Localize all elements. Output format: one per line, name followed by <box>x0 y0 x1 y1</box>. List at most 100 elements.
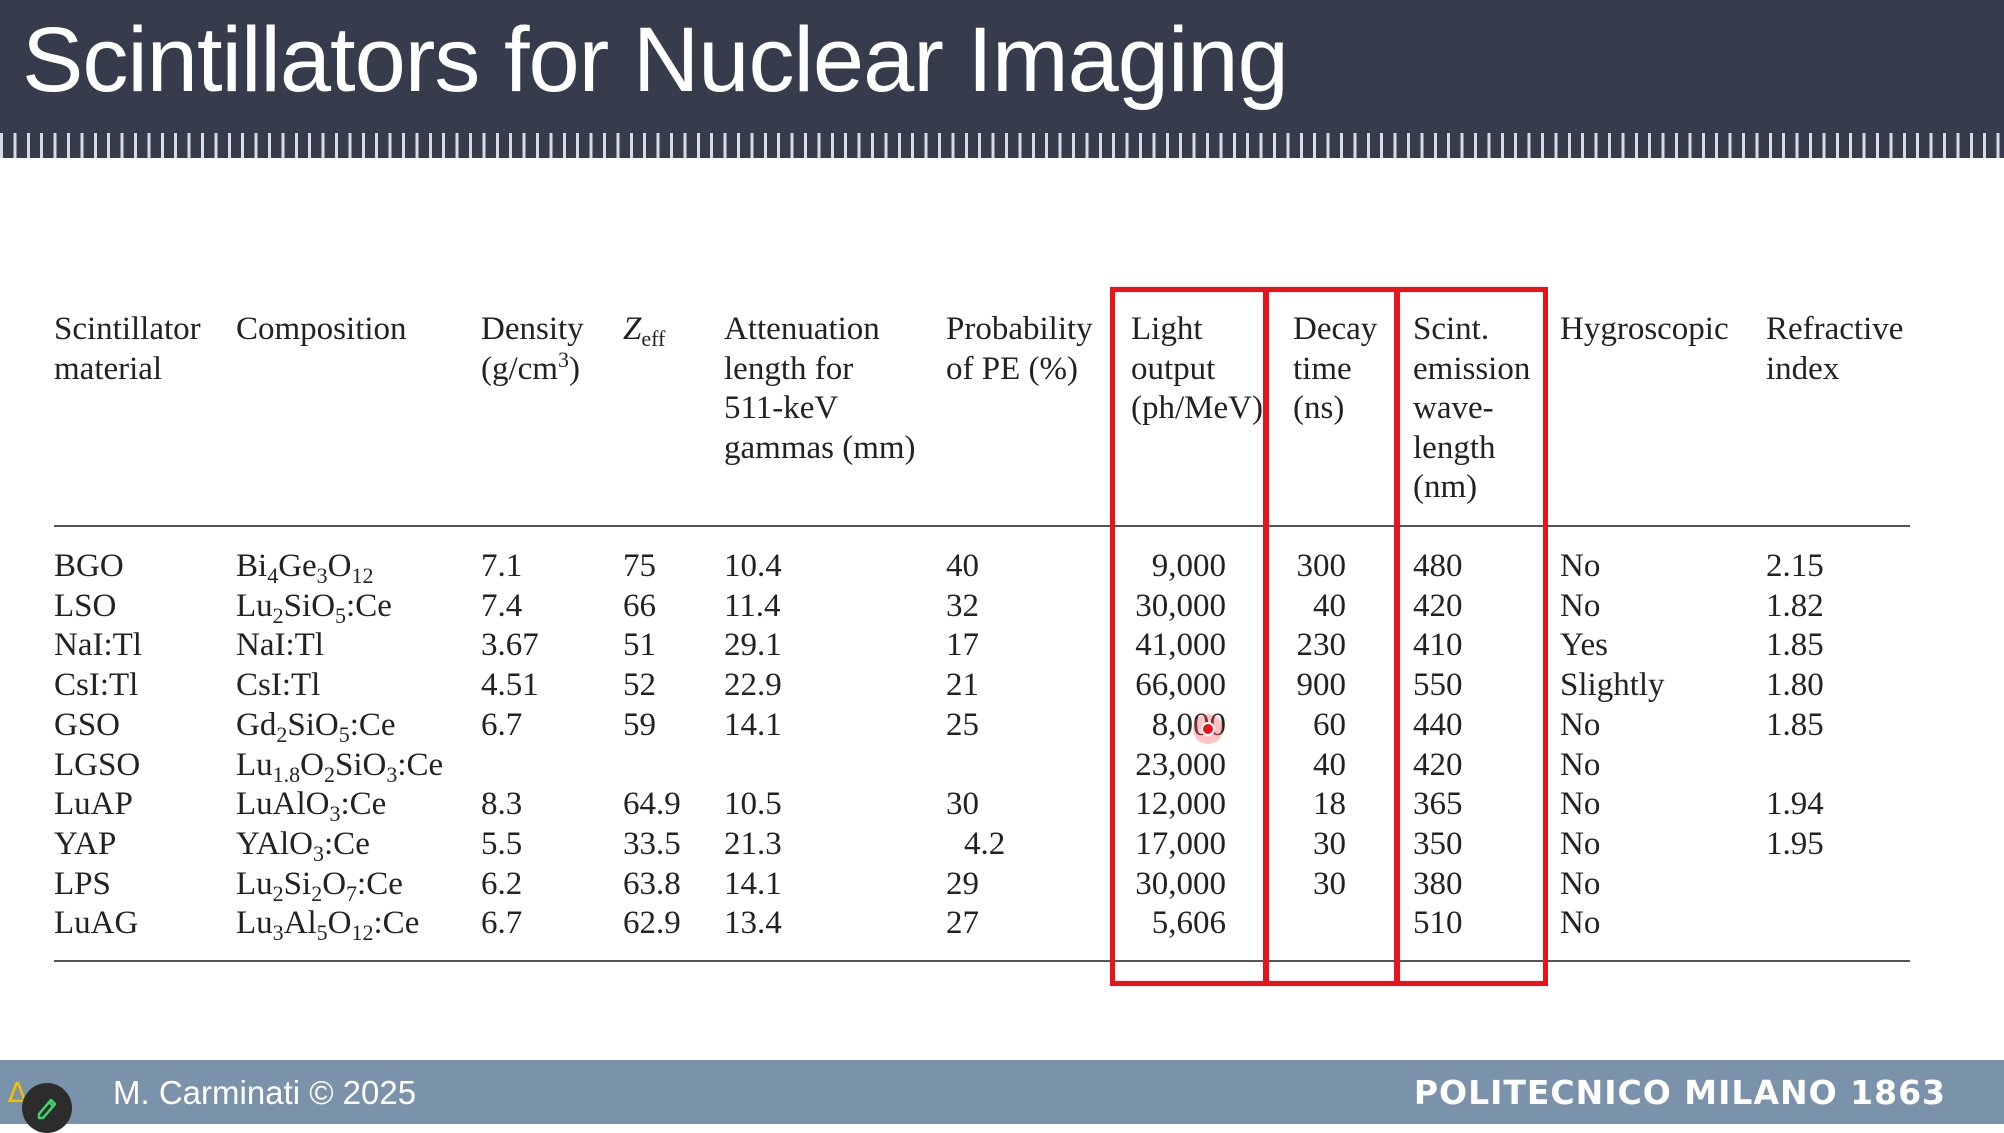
cell-decay-time: 30 <box>1313 825 1346 862</box>
scintillator-table: Scintillator material Composition Densit… <box>54 311 1910 962</box>
cell-composition: Lu3Al5O12:Ce <box>236 905 420 946</box>
cell-zeff: 64.9 <box>623 786 681 823</box>
cell-refractive-index: 1.95 <box>1766 825 1824 862</box>
highlight-light-output <box>1110 287 1268 986</box>
cell-hygroscopic: No <box>1560 825 1601 862</box>
cell-light-output: 17,000 <box>1135 825 1226 862</box>
cell-light-output: 5,606 <box>1151 905 1226 942</box>
cell-emission-wavelength: 440 <box>1413 706 1463 743</box>
header-tick-ruler <box>0 133 2004 158</box>
header-emission-wavelength: Scint. emission wave- length (nm) <box>1413 311 1531 505</box>
cell-zeff: 62.9 <box>623 905 681 942</box>
cell-material: CsI:Tl <box>54 667 139 704</box>
cell-hygroscopic: No <box>1560 548 1601 584</box>
cell-decay-time: 300 <box>1296 548 1347 584</box>
cell-attenuation: 29.1 <box>724 627 782 664</box>
header-refractive-index: Refractive index <box>1766 311 1904 387</box>
cell-light-output: 41,000 <box>1135 627 1226 664</box>
cell-attenuation: 22.9 <box>724 667 782 704</box>
cell-zeff: 51 <box>623 627 656 664</box>
cell-zeff: 52 <box>623 667 656 704</box>
highlight-emission-wavelength <box>1395 287 1548 986</box>
header-attenuation: Attenuation length for 511-keV gammas (m… <box>724 311 916 466</box>
cell-pe-probability: 27 <box>946 905 979 942</box>
cell-zeff: 59 <box>623 706 656 743</box>
cell-material: GSO <box>54 706 121 743</box>
cell-density: 6.7 <box>481 706 523 743</box>
cell-refractive-index: 1.85 <box>1766 627 1824 664</box>
cell-hygroscopic: No <box>1560 706 1601 743</box>
cell-refractive-index: 1.85 <box>1766 706 1824 743</box>
cell-pe-probability: 25 <box>946 706 979 743</box>
cell-attenuation: 14.1 <box>724 706 782 743</box>
footer-author: M. Carminati © 2025 <box>113 1074 417 1111</box>
highlight-decay-time <box>1264 287 1399 986</box>
cell-light-output: 12,000 <box>1135 786 1226 823</box>
footer-brand-logo: POLITECNICO MILANO 1863 <box>1413 1073 1946 1112</box>
slide-title: Scintillators for Nuclear Imaging <box>22 9 1289 111</box>
cell-emission-wavelength: 420 <box>1413 587 1463 624</box>
cell-material: LSO <box>54 587 117 624</box>
header-material: Scintillator material <box>54 311 201 387</box>
cell-emission-wavelength: 550 <box>1413 667 1463 704</box>
header-light-output: Light output (ph/MeV) <box>1131 311 1263 426</box>
cell-zeff: 33.5 <box>623 825 681 862</box>
cell-composition: YAlO3:Ce <box>236 825 370 866</box>
cell-hygroscopic: Slightly <box>1560 667 1665 704</box>
header-composition: Composition <box>236 311 407 347</box>
cell-attenuation: 11.4 <box>724 587 781 624</box>
cell-composition: Lu1.8O2SiO3:Ce <box>236 746 444 787</box>
cell-zeff: 63.8 <box>623 865 681 902</box>
header-zeff: Zeff <box>623 311 666 351</box>
header-decay-time: Decay time (ns) <box>1293 311 1378 426</box>
cell-emission-wavelength: 410 <box>1413 627 1463 664</box>
cell-composition: NaI:Tl <box>236 627 324 664</box>
cell-attenuation: 10.5 <box>724 786 782 823</box>
cell-decay-time: 60 <box>1313 706 1346 743</box>
cell-emission-wavelength: 420 <box>1413 746 1463 783</box>
cell-hygroscopic: No <box>1560 905 1601 942</box>
cell-light-output: 30,000 <box>1135 587 1226 624</box>
cell-zeff: 75 <box>623 548 656 584</box>
cell-hygroscopic: Yes <box>1560 627 1609 664</box>
cell-attenuation: 21.3 <box>724 825 782 862</box>
pencil-icon <box>37 1098 57 1120</box>
cell-zeff: 66 <box>623 587 656 624</box>
cell-material: BGO <box>54 548 124 584</box>
cell-hygroscopic: No <box>1560 746 1601 783</box>
cell-density: 7.4 <box>481 587 523 624</box>
cell-emission-wavelength: 480 <box>1413 548 1463 584</box>
cell-pe-probability: 40 <box>946 548 979 584</box>
slide-footer <box>0 1060 2004 1124</box>
cell-light-output: 23,000 <box>1135 746 1226 783</box>
cell-light-output: 9,000 <box>1151 548 1226 584</box>
cell-pe-probability: 17 <box>946 627 979 664</box>
cell-refractive-index: 1.94 <box>1766 786 1824 823</box>
cell-composition: Lu2SiO5:Ce <box>236 587 392 628</box>
cell-attenuation: 14.1 <box>724 865 782 902</box>
cell-pe-probability: 32 <box>946 587 979 624</box>
cell-composition: Bi4Ge3O12 <box>236 548 374 588</box>
cell-composition: Gd2SiO5:Ce <box>236 706 396 747</box>
cell-composition: CsI:Tl <box>236 667 321 704</box>
cell-material: LGSO <box>54 746 141 783</box>
cell-density: 6.7 <box>481 905 523 942</box>
cell-decay-time: 40 <box>1313 587 1346 624</box>
cell-decay-time: 30 <box>1313 865 1346 902</box>
cell-emission-wavelength: 350 <box>1413 825 1463 862</box>
cell-density: 7.1 <box>481 548 523 584</box>
cell-hygroscopic: No <box>1560 786 1601 823</box>
cell-pe-probability: 30 <box>946 786 979 823</box>
edit-pencil-button[interactable] <box>22 1083 72 1133</box>
cell-density: 8.3 <box>481 786 523 823</box>
cell-density: 5.5 <box>481 825 523 862</box>
cell-pe-probability: 29 <box>946 865 979 902</box>
cell-light-output: 66,000 <box>1135 667 1226 704</box>
header-hygroscopic: Hygroscopic <box>1560 311 1729 347</box>
cell-decay-time: 18 <box>1313 786 1346 823</box>
header-pe-probability: Probability of PE (%) <box>946 311 1093 387</box>
cell-light-output: 30,000 <box>1135 865 1226 902</box>
cell-refractive-index: 1.80 <box>1766 667 1824 704</box>
header-rule <box>54 525 1910 527</box>
cell-attenuation: 13.4 <box>724 905 782 942</box>
